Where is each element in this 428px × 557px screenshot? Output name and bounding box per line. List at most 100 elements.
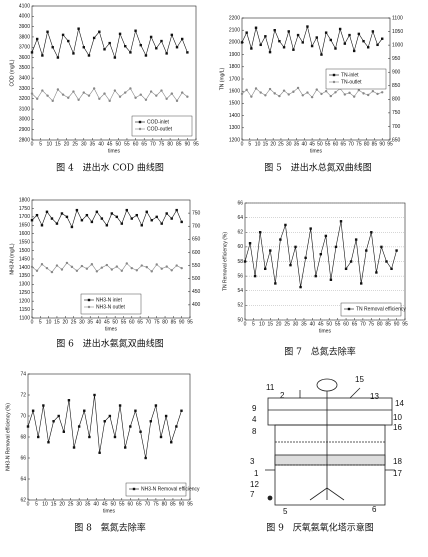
y-tick-label: 1400 [19,265,30,271]
marker [306,91,309,94]
x-tick-label: 45 [309,141,315,147]
part-label: 3 [250,457,255,466]
y-tick-label: 4000 [19,14,30,20]
marker [82,91,85,94]
marker [310,95,314,99]
y-tick-label: 56 [237,273,243,279]
marker [282,46,286,49]
marker [348,91,351,95]
marker [103,92,106,95]
marker [108,41,111,45]
x-tick-label: 10 [42,501,48,507]
y-tick-label: 4100 [19,3,30,9]
marker [329,94,332,98]
y2-tick-label: 950 [392,56,401,62]
x-tick-label: 35 [301,321,307,327]
marker [92,87,96,90]
x-tick-label: 20 [270,141,276,147]
legend-label: NH3-N Removal efficiency [141,486,200,492]
marker [258,231,262,234]
marker [329,278,333,281]
chart: 1200 1300 1400 1500 1600 1700 1800 1900 2000 2100… [219,15,403,173]
marker [55,264,59,267]
x-tick-label: 45 [107,141,113,147]
y-tick-label: 54 [237,288,243,294]
x-tick-label: 40 [98,141,104,147]
marker [390,267,393,271]
marker [319,252,322,256]
marker [37,435,40,439]
y-tick-label: 66 [20,455,26,461]
chart: 2800 2900 3000 3100 3200 3300 3400 3500 3600 3700… [9,3,199,173]
part-label: 15 [355,375,364,384]
marker [320,92,323,96]
marker [118,95,122,98]
x-tick-label: 10 [46,141,52,147]
marker [87,54,91,57]
y2-tick-label: 650 [192,237,201,243]
x-tick-label: 55 [335,321,341,327]
marker [371,90,375,93]
x-tick-label: 80 [162,501,168,507]
marker [240,41,244,44]
marker [292,48,295,51]
part-label: 5 [283,507,288,516]
y-tick-label: 1750 [19,206,30,212]
y2-tick-label: 1050 [392,29,403,35]
marker [150,270,153,273]
marker [90,220,94,224]
part-label: 7 [250,490,255,499]
marker [175,425,178,428]
marker [61,33,65,37]
marker [105,224,109,227]
x-tick-label: 20 [62,319,68,325]
part-label: 12 [250,480,259,489]
marker [134,409,137,412]
marker [155,94,158,97]
x-tick-label: 60 [128,501,134,507]
marker [150,219,153,222]
part-label: 1 [254,469,259,478]
x-tick-label: 5 [35,501,38,507]
chart: 1100115012001250130013501400145015001550… [9,197,200,349]
marker [155,215,158,219]
legend-marker [347,307,351,311]
marker [144,98,148,102]
part-label: 2 [280,391,285,400]
marker [103,48,106,51]
marker [46,30,49,33]
y-tick-label: 66 [237,200,243,206]
marker [56,56,60,59]
x-tick-label: 40 [93,501,99,507]
x-tick-label: 15 [263,141,269,147]
y-tick-label: 72 [20,392,26,398]
marker [304,256,307,260]
marker [50,217,54,220]
x-tick-label: 50 [112,319,118,325]
marker [248,242,252,245]
x-tick-label: 50 [326,321,332,327]
y-tick-label: 1300 [19,282,30,288]
marker [160,89,163,92]
marker [118,32,122,36]
marker [77,98,80,102]
marker [75,269,79,272]
x-tick-label: 0 [241,141,244,147]
y2-tick-label: 400 [192,302,201,308]
y-tick-label: 58 [237,259,243,265]
x-tick-label: 5 [39,319,42,325]
legend-box [325,68,387,90]
y-tick-label: 1200 [229,137,240,143]
x-tick-label: 65 [137,319,143,325]
x-tick-label: 20 [64,141,70,147]
marker [180,266,183,270]
plot-frame [31,5,197,141]
marker [175,264,178,267]
marker [124,45,127,48]
marker [352,95,356,98]
marker [77,425,81,428]
y2-tick-label: 1100 [392,15,403,21]
y-tick-label: 2200 [229,15,240,21]
